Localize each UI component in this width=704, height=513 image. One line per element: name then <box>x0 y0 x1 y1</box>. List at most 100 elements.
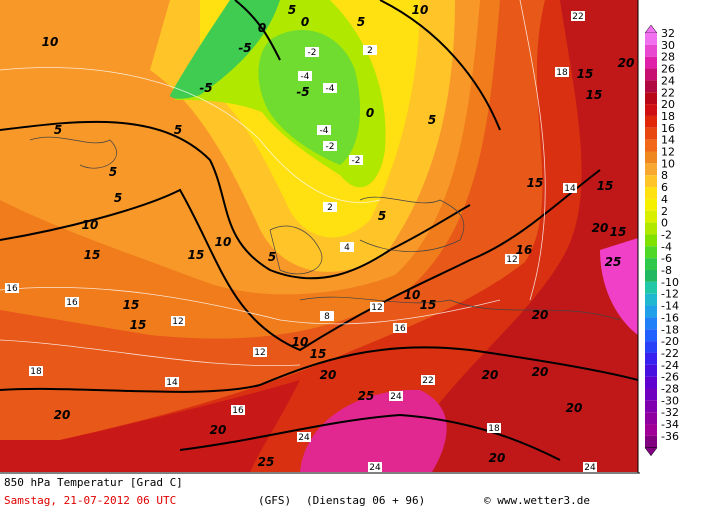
legend-label: -16 <box>661 311 679 324</box>
legend-swatch <box>645 80 657 93</box>
color-legend: 32302826242220181614121086420-2-4-6-8-10… <box>644 24 679 457</box>
legend-label: 2 <box>661 205 668 218</box>
label-box <box>317 125 331 135</box>
legend-swatch <box>645 163 657 176</box>
label-box <box>323 202 337 212</box>
legend-label: -8 <box>661 264 672 277</box>
contour-label: 10 <box>42 35 59 49</box>
legend-label: 18 <box>661 110 675 123</box>
contour-label: 15 <box>84 248 101 262</box>
legend-label: -22 <box>661 347 679 360</box>
legend-swatch <box>645 104 657 116</box>
contour-label: 0 <box>258 21 266 35</box>
legend-label: -34 <box>661 418 679 431</box>
legend-swatch <box>645 435 657 448</box>
contour-label: 15 <box>527 176 544 190</box>
legend-swatch <box>645 293 657 306</box>
legend-swatch <box>645 187 657 199</box>
contour-label: 10 <box>404 288 421 302</box>
legend-label: 28 <box>661 51 675 64</box>
contour-label: 12 <box>172 317 183 327</box>
legend-swatch <box>645 329 657 342</box>
legend-swatch <box>645 175 657 188</box>
contour-label: 24 <box>584 463 596 473</box>
contour-label: 5 <box>54 123 62 137</box>
contour-label: 5 <box>114 191 122 205</box>
legend-swatch <box>645 127 657 140</box>
contour-label: 12 <box>254 348 265 358</box>
legend-label: 8 <box>661 169 668 182</box>
contour-label: 20 <box>210 423 227 437</box>
credit: © www.wetter3.de <box>484 494 590 507</box>
label-box <box>393 323 407 333</box>
label-box <box>297 432 311 442</box>
contour-label: 24 <box>390 392 402 402</box>
legend-label: 24 <box>661 74 675 87</box>
contour-label: 15 <box>188 248 205 262</box>
legend-label: -26 <box>661 371 679 384</box>
label-box <box>370 302 384 312</box>
contour-label: 20 <box>618 56 635 70</box>
contour-label: 22 <box>572 12 583 22</box>
run: (Dienstag 06 + 96) <box>306 494 425 507</box>
label-box <box>320 311 334 321</box>
legend-label: -30 <box>661 394 679 407</box>
legend-label: 0 <box>661 217 668 230</box>
legend-swatch <box>645 56 657 69</box>
contour-label: 24 <box>298 433 310 443</box>
contour-label: 15 <box>420 298 437 312</box>
legend-label: 10 <box>661 157 675 170</box>
contour-label: 15 <box>610 225 627 239</box>
label-box <box>323 83 337 93</box>
contour-label: 15 <box>577 67 594 81</box>
legend-label: -28 <box>661 383 679 396</box>
label-box <box>340 242 354 252</box>
contour-label: -5 <box>238 41 251 55</box>
legend-label: 32 <box>661 27 675 40</box>
legend-label: -14 <box>661 300 679 313</box>
contour-label: 16 <box>6 284 18 294</box>
legend-label: 4 <box>661 193 668 206</box>
legend-swatch <box>645 400 657 413</box>
label-box <box>29 366 43 376</box>
contour-label: 5 <box>268 250 276 264</box>
contour-label: 20 <box>320 368 337 382</box>
label-box <box>298 71 312 81</box>
contour-label: 15 <box>123 298 140 312</box>
contour-label: 16 <box>232 406 244 416</box>
legend-swatch <box>645 210 657 223</box>
contour-label: 10 <box>292 335 309 349</box>
legend-swatch <box>645 44 657 57</box>
contour-label: 15 <box>586 88 603 102</box>
legend-arrow <box>644 24 658 34</box>
contour-label: 5 <box>109 165 117 179</box>
label-box <box>368 462 382 472</box>
label-box <box>231 405 245 415</box>
contour-label: 20 <box>532 365 549 379</box>
legend-label: -2 <box>661 228 672 241</box>
legend-swatch <box>645 388 657 401</box>
contour-label: 10 <box>82 218 99 232</box>
contour-label: 24 <box>369 463 381 473</box>
contour-label: 18 <box>556 68 568 78</box>
contour-label: -4 <box>320 126 329 136</box>
legend-label: 12 <box>661 146 675 159</box>
legend-swatch <box>645 305 657 318</box>
contour-label: -4 <box>301 72 310 82</box>
legend-label: 16 <box>661 122 675 135</box>
legend-label: -12 <box>661 288 679 301</box>
label-box <box>389 391 403 401</box>
contour-label: 15 <box>597 179 614 193</box>
label-box <box>421 375 435 385</box>
contour-label: -4 <box>326 84 335 94</box>
map-date: Samstag, 21-07-2012 06 UTC <box>4 494 176 507</box>
legend-label: 26 <box>661 63 675 76</box>
legend-swatch <box>645 246 657 259</box>
map <box>0 0 639 472</box>
legend-swatch <box>645 281 657 294</box>
legend-label: 22 <box>661 86 675 99</box>
legend-label: -20 <box>661 335 679 348</box>
contour-label: 0 <box>366 106 374 120</box>
legend-label: -4 <box>661 240 672 253</box>
legend-swatch <box>645 341 657 353</box>
